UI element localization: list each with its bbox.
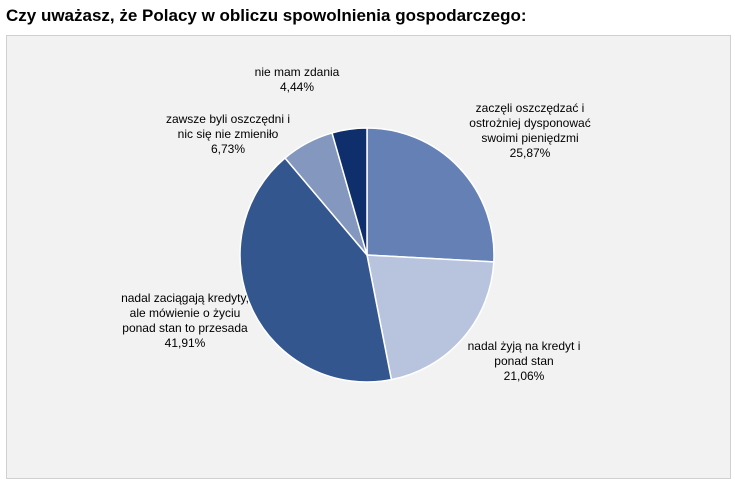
pie-slice-0: [366, 127, 495, 263]
pie-slice-1: [366, 254, 495, 381]
slice-label-4: nie mam zdania 4,44%: [255, 65, 340, 94]
pie-slice-4: [331, 127, 368, 256]
slice-label-0: zaczęli oszczędzać i ostrożniej dysponowa…: [469, 101, 590, 160]
chart-title: Czy uważasz, że Polacy w obliczu spowoln…: [6, 6, 527, 25]
pie-slice-2: [239, 156, 393, 383]
slice-label-2: nadal zaciągają kredyty, ale mówienie o ż…: [121, 291, 249, 350]
slice-label-3: zawsze byli oszczędni i nic się nie zmien…: [166, 112, 290, 156]
slice-label-1: nadal żyją na kredyt i ponad stan 21,06%: [468, 339, 581, 383]
